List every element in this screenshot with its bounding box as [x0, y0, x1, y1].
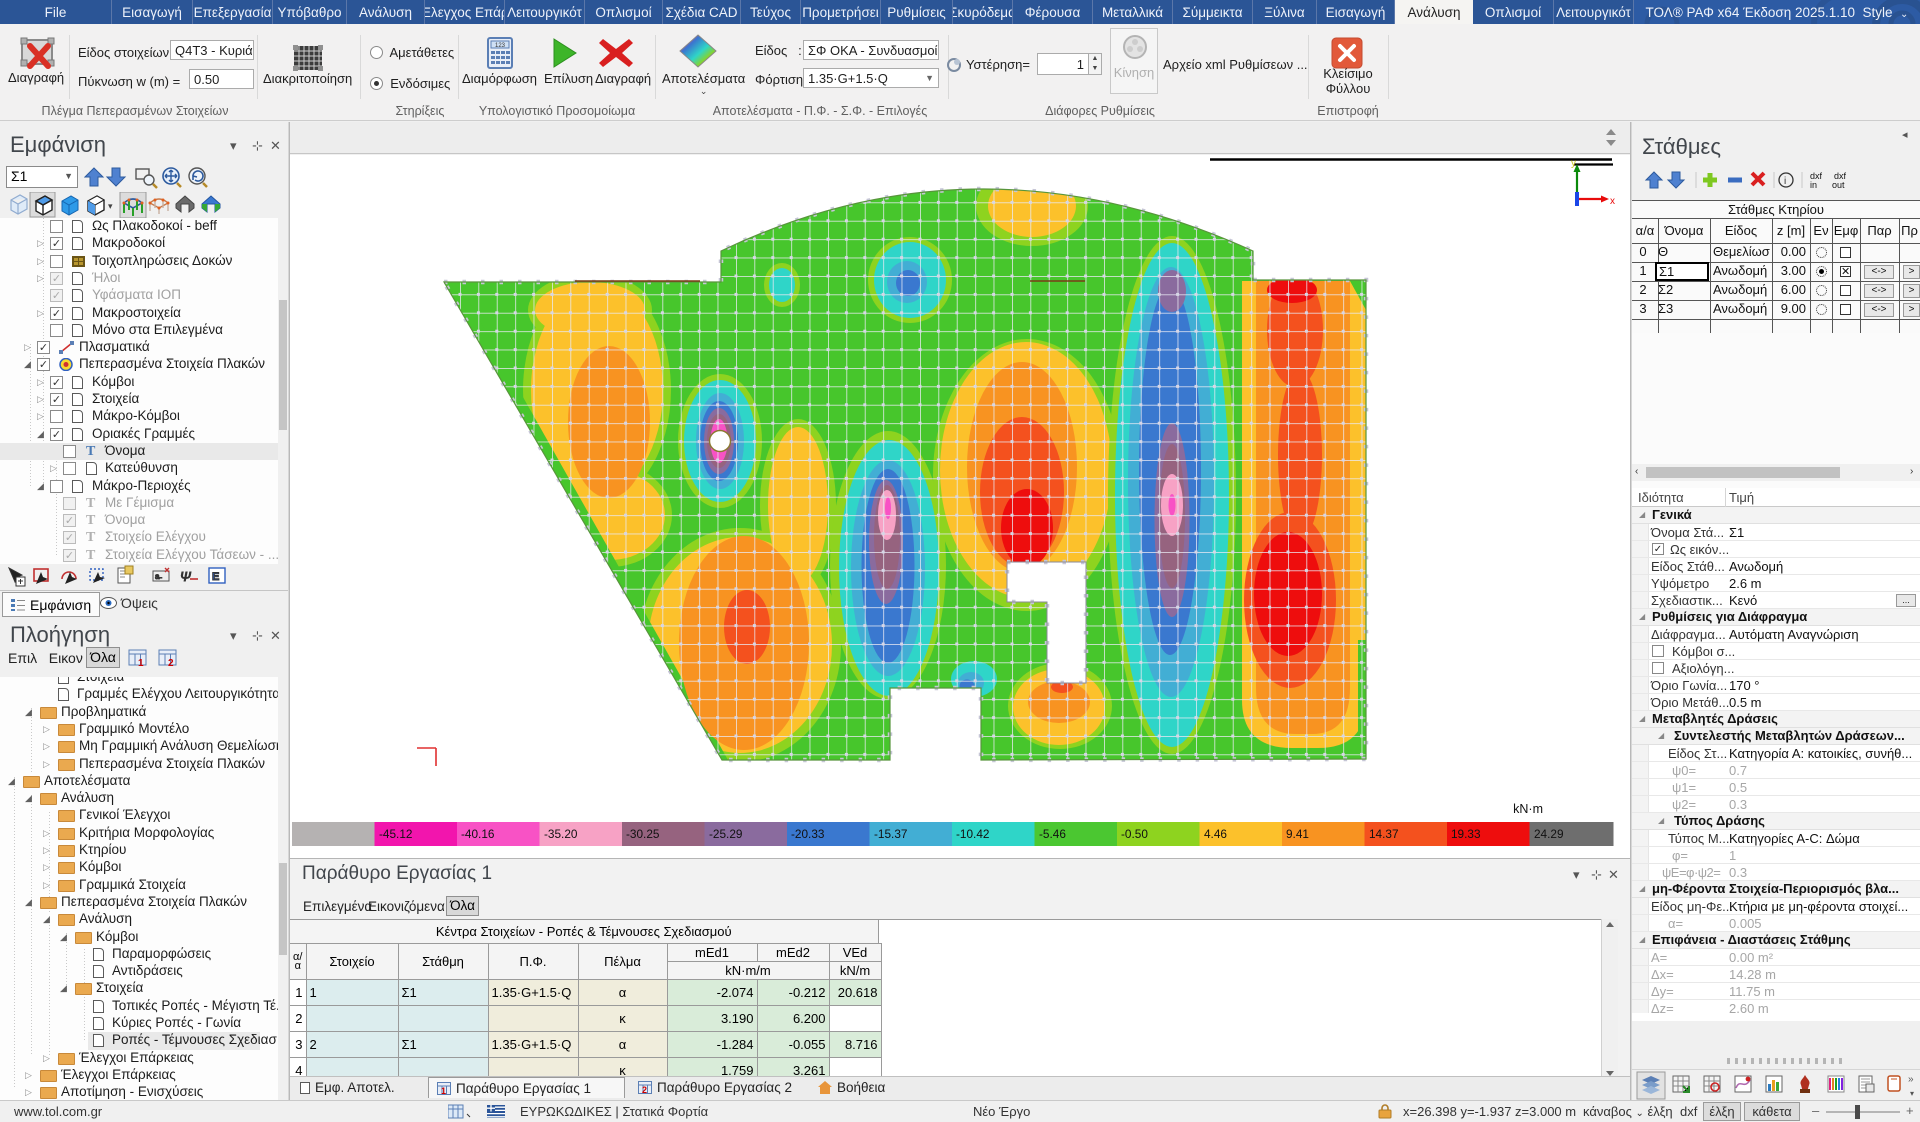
svg-text:dxf: dxf	[1810, 171, 1823, 181]
svg-text:-20.33: -20.33	[791, 827, 825, 841]
svg-text:14.37: 14.37	[1369, 827, 1399, 841]
svg-text:-30.25: -30.25	[626, 827, 660, 841]
svg-text:E: E	[212, 571, 219, 583]
svg-text:a̶: a̶	[155, 572, 162, 581]
svg-text:-15.37: -15.37	[874, 827, 907, 841]
svg-text:kN·m: kN·m	[1513, 802, 1543, 816]
svg-text:123: 123	[495, 43, 506, 49]
svg-text:-5.46: -5.46	[1039, 827, 1066, 841]
svg-text:»: »	[1908, 1074, 1914, 1085]
svg-text:▾: ▾	[108, 201, 113, 211]
svg-text:4.46: 4.46	[1204, 827, 1227, 841]
svg-text:-25.29: -25.29	[709, 827, 742, 841]
svg-text:i: i	[1784, 176, 1786, 187]
svg-text:-35.20: -35.20	[544, 827, 578, 841]
svg-text:out: out	[1832, 180, 1845, 190]
svg-text:Ψ: Ψ	[180, 569, 191, 584]
svg-text:2: 2	[642, 1085, 647, 1094]
svg-text:in: in	[1810, 180, 1817, 190]
svg-text:dxf: dxf	[1834, 171, 1847, 181]
svg-text:-10.42: -10.42	[956, 827, 989, 841]
svg-text:-40.16: -40.16	[461, 827, 495, 841]
svg-text:19.33: 19.33	[1451, 827, 1481, 841]
svg-text:1: 1	[138, 658, 144, 668]
svg-text:-45.12: -45.12	[379, 827, 412, 841]
svg-text:x: x	[1610, 196, 1615, 207]
svg-text:9.41: 9.41	[1286, 827, 1309, 841]
svg-text:▾: ▾	[1910, 1089, 1914, 1098]
svg-text:2: 2	[168, 658, 174, 668]
svg-text:1: 1	[441, 1086, 446, 1095]
svg-text:y: y	[1571, 158, 1576, 169]
svg-text:-0.50: -0.50	[1121, 827, 1148, 841]
svg-text:24.29: 24.29	[1534, 827, 1564, 841]
